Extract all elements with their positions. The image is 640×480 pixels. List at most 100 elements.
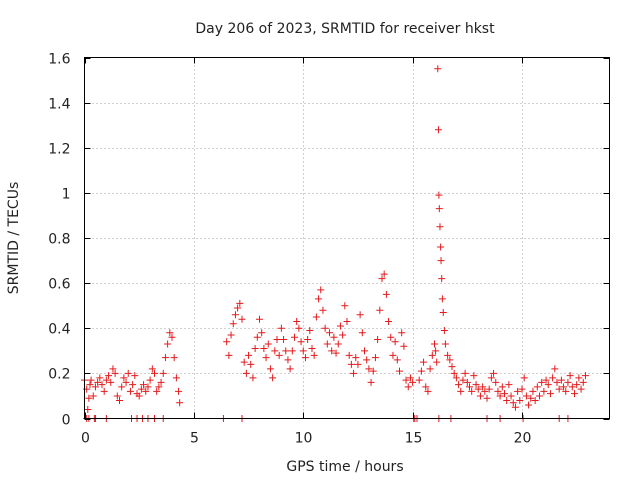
data-point	[389, 351, 397, 359]
data-point	[428, 351, 436, 359]
data-point	[435, 191, 443, 199]
data-point	[501, 390, 508, 398]
data-point	[242, 369, 250, 377]
data-point	[409, 378, 417, 386]
data-point	[107, 378, 115, 386]
y-tick-label: 1.2	[48, 142, 70, 158]
data-point	[164, 340, 172, 348]
data-point	[459, 376, 467, 384]
x-axis-label: GPS time / hours	[286, 459, 403, 475]
data-point	[315, 295, 323, 303]
data-point	[155, 383, 163, 391]
data-point	[275, 351, 283, 359]
data-point	[282, 347, 290, 355]
data-point	[176, 399, 184, 407]
data-point	[326, 329, 333, 337]
data-point	[227, 331, 235, 339]
data-point	[258, 329, 266, 337]
data-point	[231, 311, 239, 319]
data-point	[356, 311, 364, 319]
data-point	[461, 369, 469, 377]
data-point	[420, 358, 428, 366]
data-point	[434, 65, 442, 73]
data-point	[277, 324, 285, 332]
data-point	[435, 205, 443, 213]
data-point	[568, 383, 576, 391]
data-point	[438, 275, 446, 283]
data-point	[151, 369, 158, 377]
data-point	[485, 385, 493, 393]
data-point	[402, 376, 410, 384]
data-point	[102, 376, 110, 384]
x-tick-label: 15	[405, 431, 423, 447]
y-tick-label: 0	[62, 413, 71, 429]
data-point	[529, 387, 537, 395]
data-point	[432, 347, 440, 355]
data-point	[319, 306, 327, 314]
data-point	[260, 345, 268, 353]
data-point	[415, 376, 423, 384]
data-point	[284, 356, 292, 364]
data-point	[89, 392, 97, 400]
data-point	[400, 342, 408, 350]
data-point	[448, 363, 456, 371]
data-point	[247, 360, 255, 368]
data-point	[509, 399, 517, 407]
data-point	[542, 376, 550, 384]
data-point	[433, 358, 441, 366]
x-tick-label: 5	[190, 431, 199, 447]
data-point	[269, 374, 277, 382]
data-point	[426, 365, 434, 373]
data-point	[393, 356, 401, 364]
y-tick-label: 0.2	[48, 367, 70, 383]
data-point	[487, 374, 495, 382]
data-point	[168, 333, 176, 341]
data-point	[441, 340, 449, 348]
data-point	[135, 392, 143, 400]
data-point	[431, 340, 438, 348]
data-point	[288, 347, 296, 355]
data-point	[299, 347, 307, 355]
data-point	[422, 383, 430, 391]
data-point	[566, 372, 574, 380]
data-point	[113, 392, 121, 400]
data-points	[81, 65, 589, 422]
data-point	[131, 372, 139, 380]
data-point	[525, 401, 533, 409]
data-point	[536, 392, 543, 400]
data-point	[577, 385, 585, 393]
data-point	[436, 223, 444, 231]
data-point	[385, 317, 393, 325]
data-point	[240, 358, 248, 366]
data-point	[157, 378, 165, 386]
data-point	[161, 354, 169, 362]
data-point	[223, 338, 231, 346]
data-point	[137, 385, 145, 393]
data-point	[398, 329, 406, 337]
data-point	[159, 369, 167, 377]
data-point	[140, 381, 148, 389]
data-point	[538, 378, 546, 386]
data-point	[126, 387, 134, 395]
data-point	[170, 354, 178, 362]
y-tick-label: 0.4	[48, 322, 70, 338]
data-point	[455, 381, 463, 389]
data-point	[321, 324, 329, 332]
data-point	[352, 354, 360, 362]
data-point	[533, 383, 541, 391]
data-point	[339, 331, 347, 339]
data-point	[323, 340, 331, 348]
data-point	[446, 356, 454, 364]
data-point	[463, 378, 471, 386]
data-point	[350, 369, 358, 377]
data-point	[347, 360, 355, 368]
data-point	[245, 351, 253, 359]
data-point	[562, 387, 570, 395]
plot-frame	[84, 57, 610, 419]
data-point	[262, 354, 270, 362]
data-point	[391, 338, 399, 346]
data-point	[124, 369, 132, 377]
data-point	[332, 349, 340, 357]
data-point	[479, 383, 487, 391]
data-point	[144, 383, 152, 391]
